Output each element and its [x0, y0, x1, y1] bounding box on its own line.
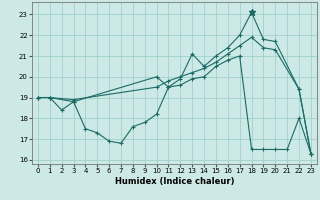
X-axis label: Humidex (Indice chaleur): Humidex (Indice chaleur) [115, 177, 234, 186]
